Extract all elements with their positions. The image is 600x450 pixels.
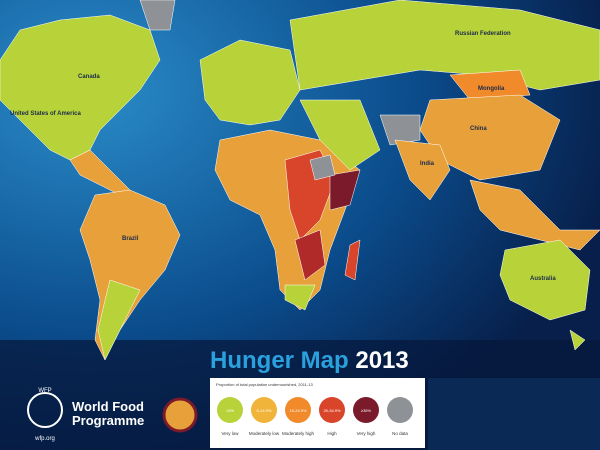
- legend-label: Very high: [357, 431, 376, 436]
- legend-label: No data: [392, 431, 408, 436]
- legend-range: 25-34.9%: [323, 408, 341, 413]
- legend-items: <5% Very low 5-14.9% Moderately low 15-24.9%…: [217, 397, 413, 436]
- legend-range: <5%: [226, 408, 235, 413]
- country-label: Australia: [530, 276, 556, 282]
- logo-acronym: WFP: [38, 388, 51, 394]
- legend-range: 5-14.9%: [257, 408, 272, 413]
- legend-swatch: [285, 397, 311, 423]
- continents: [0, 0, 600, 361]
- legend-swatch: [251, 397, 277, 423]
- logo-url: wfp.org: [34, 436, 55, 442]
- country-label: Russian Federation: [455, 31, 511, 37]
- legend-swatch: [319, 397, 345, 423]
- country-label: Canada: [78, 74, 100, 80]
- notes-panel: [428, 378, 600, 450]
- country-label: Brazil: [122, 236, 139, 242]
- legend-swatch: [387, 397, 413, 423]
- legend-swatch: [217, 397, 243, 423]
- wfp-logo: WFP wfp.org World Food Programme: [27, 388, 198, 442]
- logo-name: World Food Programme: [72, 400, 145, 428]
- legend-label: Moderately high: [282, 431, 315, 436]
- country-label: India: [420, 161, 435, 167]
- country-label: China: [470, 126, 487, 132]
- title-main: Hunger Map: [210, 347, 349, 374]
- legend-label: High: [327, 431, 337, 436]
- legend-range: 15-24.9%: [289, 408, 307, 413]
- legend-swatch: [353, 397, 379, 423]
- legend-range: ≥35%: [361, 408, 372, 413]
- legend-label: Moderately low: [249, 431, 280, 436]
- title: Hunger Map 2013: [210, 347, 409, 374]
- country-label: Mongolia: [478, 86, 505, 92]
- legend-label: Very low: [221, 431, 239, 436]
- country-label: United States of America: [10, 111, 81, 117]
- country-labels: Russian Federation Canada United States …: [10, 31, 556, 282]
- title-year: 2013: [355, 347, 408, 374]
- legend-title: Proportion of total population undernour…: [216, 382, 313, 387]
